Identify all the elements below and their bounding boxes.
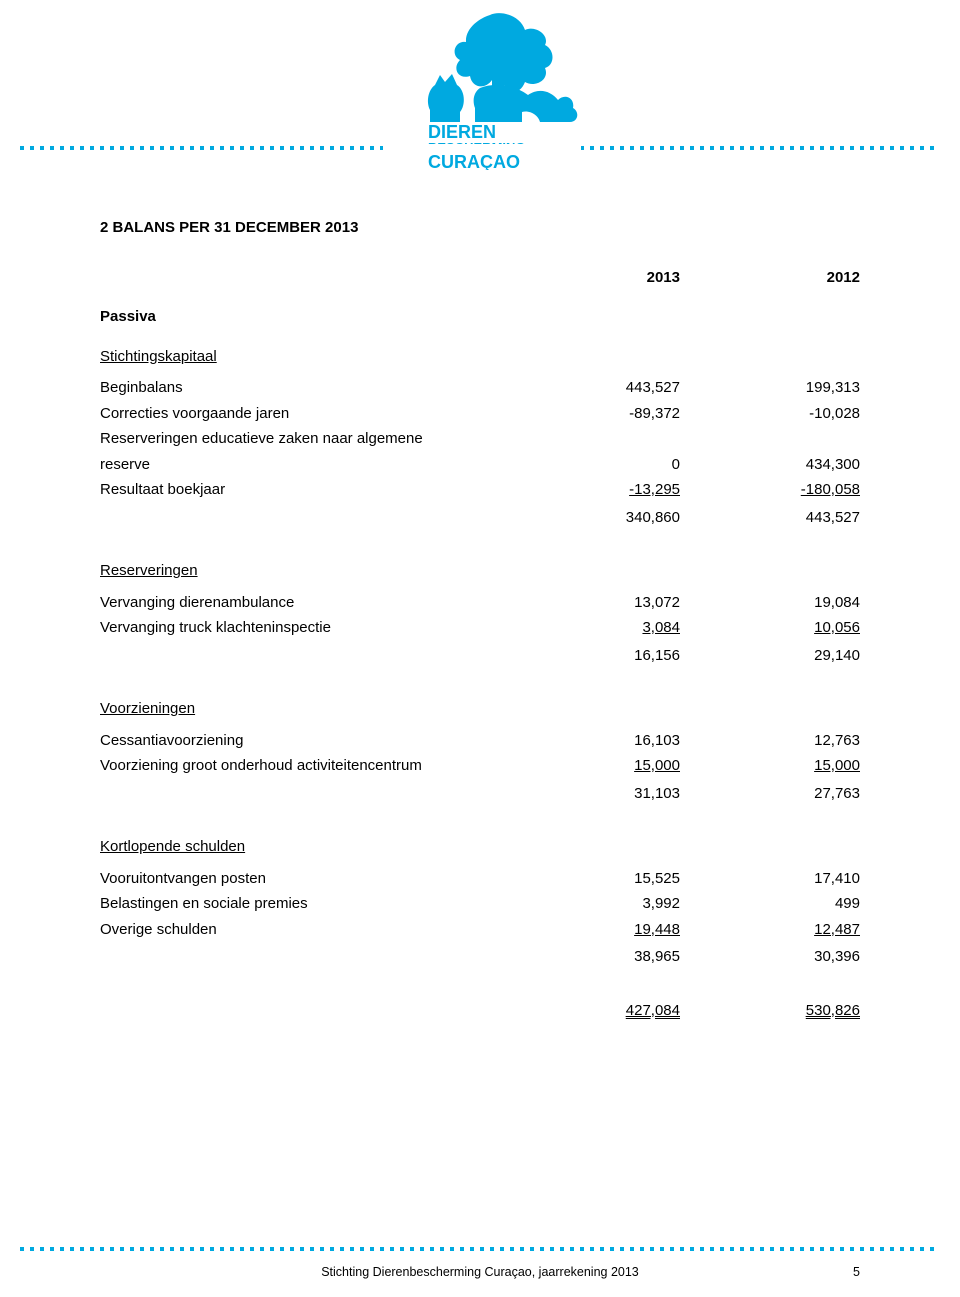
year-col-2: 2012	[680, 265, 860, 291]
table-row: Overige schulden19,44812,487	[100, 917, 860, 943]
table-row: Beginbalans443,527199,313	[100, 375, 860, 401]
table-row: Resultaat boekjaar-13,295-180,058	[100, 477, 860, 503]
bottom-divider	[20, 1247, 940, 1251]
logo-text-1: DIEREN	[428, 122, 496, 142]
table-row: Cessantiavoorziening16,10312,763	[100, 728, 860, 754]
page-title: 2 BALANS PER 31 DECEMBER 2013	[100, 215, 860, 241]
year-col-1: 2013	[500, 265, 680, 291]
logo-text-3: CURAÇAO	[428, 152, 520, 170]
table-row: Vervanging dierenambulance13,07219,084	[100, 590, 860, 616]
footer-text: Stichting Dierenbescherming Curaçao, jaa…	[321, 1265, 639, 1279]
table-total-row: 16,15629,140	[100, 641, 860, 669]
table-row: Belastingen en sociale premies3,992499	[100, 891, 860, 917]
grand-total-row: 427,084 530,826	[100, 998, 860, 1024]
page-number: 5	[853, 1265, 860, 1279]
year-header-row: 2013 2012	[100, 265, 860, 291]
passiva-row: Passiva	[100, 304, 860, 330]
logo-mask	[383, 144, 581, 152]
table-row: Reserveringen educatieve zaken naar alge…	[100, 426, 860, 452]
section-head-kortlopende: Kortlopende schulden	[100, 834, 860, 860]
section-head-reserveringen: Reserveringen	[100, 558, 860, 584]
table-row: reserve0434,300	[100, 452, 860, 478]
table-row: Vervanging truck klachteninspectie3,0841…	[100, 615, 860, 641]
table-row: Vooruitontvangen posten15,52517,410	[100, 866, 860, 892]
content-area: 2 BALANS PER 31 DECEMBER 2013 2013 2012 …	[100, 215, 860, 1023]
table-total-row: 38,96530,396	[100, 942, 860, 970]
passiva-label: Passiva	[100, 304, 500, 330]
table-total-row: 31,10327,763	[100, 779, 860, 807]
table-total-row: 340,860443,527	[100, 503, 860, 531]
table-row: Correcties voorgaande jaren-89,372-10,02…	[100, 401, 860, 427]
footer: Stichting Dierenbescherming Curaçao, jaa…	[0, 1265, 960, 1279]
table-reserveringen: Vervanging dierenambulance13,07219,084 V…	[100, 590, 860, 669]
section-head-voorzieningen: Voorzieningen	[100, 696, 860, 722]
table-kortlopende: Vooruitontvangen posten15,52517,410 Bela…	[100, 866, 860, 970]
table-voorzieningen: Cessantiavoorziening16,10312,763 Voorzie…	[100, 728, 860, 807]
section-head-stichtingskapitaal: Stichtingskapitaal	[100, 344, 860, 370]
table-stichtingskapitaal: Beginbalans443,527199,313 Correcties voo…	[100, 375, 860, 530]
table-row: Voorziening groot onderhoud activiteiten…	[100, 753, 860, 779]
